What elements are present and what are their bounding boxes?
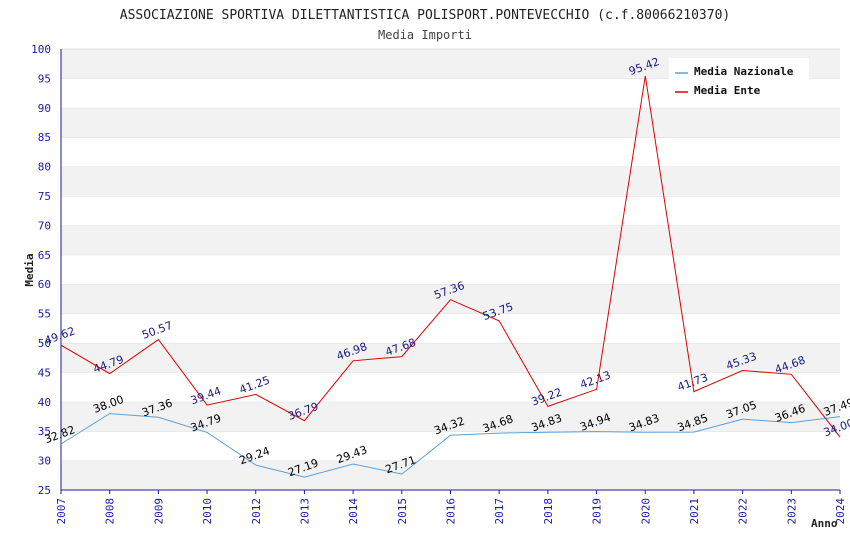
y-tick-label: 35 (38, 425, 51, 438)
y-tick-label: 50 (38, 337, 51, 350)
x-tick-label: 2010 (201, 498, 214, 525)
y-tick-label: 65 (38, 249, 51, 262)
x-tick-label: 2007 (55, 498, 68, 525)
x-tick-label: 2021 (688, 498, 701, 525)
y-tick-label: 75 (38, 190, 51, 203)
grid-band (61, 107, 840, 138)
grid-band (61, 431, 840, 461)
chart-title: ASSOCIAZIONE SPORTIVA DILETTANTISTICA PO… (120, 8, 730, 23)
y-tick-label: 55 (38, 308, 51, 321)
grid-band (61, 372, 840, 402)
x-tick-label: 2018 (542, 498, 555, 525)
grid-band (61, 254, 840, 285)
x-tick-label: 2024 (834, 498, 847, 525)
grid-band (61, 166, 840, 196)
x-tick-label: 2009 (152, 498, 165, 525)
x-tick-label: 2014 (347, 498, 360, 525)
grid-band (61, 225, 840, 255)
x-tick-label: 2008 (104, 498, 117, 525)
x-tick-label: 2013 (298, 498, 311, 525)
x-tick-label: 2019 (591, 498, 604, 525)
legend-label-media-nazionale: Media Nazionale (694, 65, 794, 78)
series-line-media-ente (60, 75, 841, 438)
legend-label-media-ente: Media Ente (694, 84, 761, 97)
grid-band (61, 343, 840, 373)
grid-band (61, 137, 840, 167)
axes (60, 49, 840, 491)
x-axis-label: Anno (811, 517, 838, 530)
grid-band (61, 284, 840, 314)
y-tick-label: 30 (38, 455, 51, 468)
legend: Media Nazionale Media Ente (669, 58, 809, 100)
y-tick-label: 90 (38, 102, 51, 115)
y-tick-label: 85 (38, 131, 51, 144)
grid-band (61, 401, 840, 432)
x-tick-label: 2015 (396, 498, 409, 525)
x-tick-label: 2022 (737, 498, 750, 525)
grid-band (61, 313, 840, 343)
x-tick-label: 2016 (445, 498, 458, 525)
x-tick-label: 2020 (639, 498, 652, 525)
legend-box (669, 58, 809, 100)
y-axis-ticks: 25 30 35 40 45 50 55 60 65 70 75 80 85 90 95 100 (31, 43, 51, 497)
y-tick-label: 100 (31, 43, 51, 56)
y-tick-label: 70 (38, 219, 51, 232)
series-lines (60, 75, 841, 478)
grid-band (61, 196, 840, 226)
y-tick-label: 25 (38, 484, 51, 497)
x-tick-label: 2017 (493, 498, 506, 525)
y-tick-label: 80 (38, 161, 51, 174)
x-axis-ticks: 2007 2008 2009 2010 2012 2013 2014 2015 2016 2017… (55, 490, 847, 525)
y-tick-label: 60 (38, 278, 51, 291)
grid-bands (61, 48, 840, 490)
y-tick-label: 95 (38, 72, 51, 85)
x-tick-label: 2023 (785, 498, 798, 525)
chart-subtitle: Media Importi (378, 28, 472, 42)
y-tick-label: 40 (38, 396, 51, 409)
y-tick-label: 45 (38, 366, 51, 379)
grid-band (61, 460, 840, 490)
y-axis-label: Media (23, 253, 36, 286)
series-line-media-nazionale (60, 413, 841, 478)
x-tick-label: 2012 (250, 498, 263, 525)
